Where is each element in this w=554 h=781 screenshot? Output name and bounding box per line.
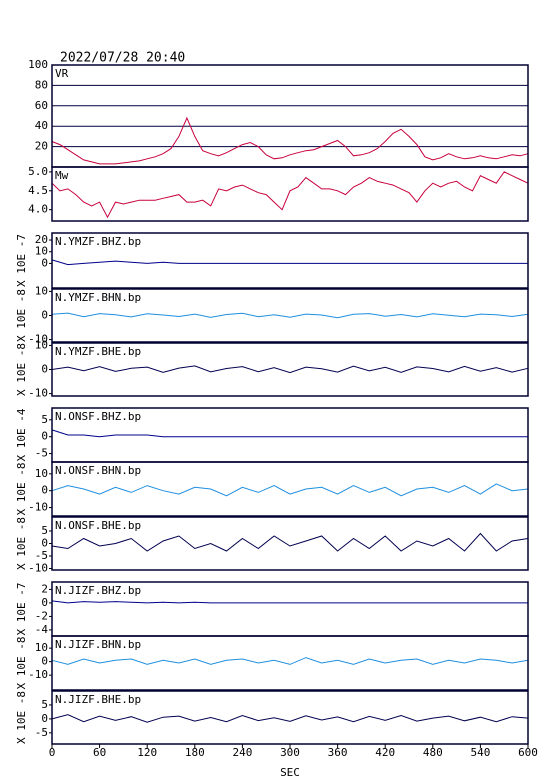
- y-tick-label: 60: [35, 99, 48, 112]
- y-tick-label: -10: [28, 562, 48, 575]
- y-tick-label: -10: [28, 387, 48, 400]
- data-line: [51, 483, 529, 497]
- panel-label: VR: [55, 67, 69, 80]
- y-tick-label: 0: [41, 712, 48, 725]
- y-tick-label: 0: [41, 363, 48, 376]
- y-axis-label: X 10E -7: [15, 234, 28, 287]
- y-axis-label: X 10E -8: [15, 289, 28, 342]
- data-line: [51, 171, 529, 219]
- y-axis-label: X 10E -8: [15, 637, 28, 690]
- x-tick-label: 60: [93, 746, 106, 759]
- panel-frame: [51, 516, 529, 571]
- panel-frame: [51, 166, 529, 222]
- data-line: [51, 714, 529, 723]
- panel-label: N.YMZF.BHZ.bp: [55, 235, 141, 248]
- y-tick-label: 0: [41, 655, 48, 668]
- x-tick-label: 180: [185, 746, 205, 759]
- y-tick-label: 40: [35, 119, 48, 132]
- y-tick-label: 10: [35, 467, 48, 480]
- data-line: [51, 116, 529, 165]
- data-line: [51, 429, 528, 438]
- panel-label: N.ONSF.BHE.bp: [55, 519, 141, 532]
- panel-frame: [51, 288, 529, 343]
- y-tick-label: 5: [41, 413, 48, 426]
- y-axis-label: X 10E -7: [15, 583, 28, 636]
- y-axis-label: X 10E -8: [15, 691, 28, 744]
- panel-label: N.ONSF.BHZ.bp: [55, 410, 141, 423]
- x-tick-label: 600: [518, 746, 538, 759]
- panel-label: N.YMZF.BHN.bp: [55, 291, 141, 304]
- y-tick-label: 4.0: [28, 203, 48, 216]
- y-tick-label: 0: [41, 430, 48, 443]
- y-tick-label: -4: [35, 623, 49, 636]
- panel-frame: [51, 342, 529, 397]
- x-tick-label: 480: [423, 746, 443, 759]
- y-tick-label: 0: [41, 256, 48, 269]
- panel-label: N.ONSF.BHN.bp: [55, 464, 141, 477]
- x-tick-label: 540: [470, 746, 490, 759]
- y-tick-label: 0: [41, 309, 48, 322]
- y-tick-label: -10: [28, 333, 48, 346]
- y-tick-label: 80: [35, 78, 48, 91]
- y-tick-label: 10: [35, 284, 48, 297]
- y-tick-label: 10: [35, 641, 48, 654]
- y-tick-label: 0: [41, 484, 48, 497]
- y-tick-label: -5: [35, 726, 48, 739]
- y-tick-label: 0: [41, 596, 48, 609]
- panel-frame: [51, 232, 529, 289]
- y-axis-label: X 10E -8: [15, 343, 28, 396]
- panel-label: N.JIZF.BHN.bp: [55, 638, 141, 651]
- y-tick-label: 10: [35, 245, 48, 258]
- panel-frame: [51, 64, 529, 168]
- data-line: [51, 365, 529, 374]
- y-tick-label: 10: [35, 338, 48, 351]
- panel-frame: [51, 461, 529, 517]
- y-tick-label: -5: [35, 447, 48, 460]
- data-line: [51, 532, 529, 552]
- y-axis-label: X 10E -8: [15, 517, 28, 570]
- panel-label: Mw: [55, 169, 69, 182]
- y-tick-label: 20: [35, 140, 48, 153]
- panel-label: N.YMZF.BHE.bp: [55, 345, 141, 358]
- y-tick-label: 5: [41, 698, 48, 711]
- data-line: [51, 312, 529, 319]
- x-axis-label: SEC: [280, 766, 300, 779]
- x-tick-label: 0: [49, 746, 56, 759]
- data-line: [51, 600, 528, 604]
- y-tick-label: -2: [35, 609, 48, 622]
- y-tick-label: 5.0: [28, 165, 48, 178]
- chart-title: 2022/07/28 20:40: [60, 51, 185, 66]
- panel-label: N.JIZF.BHE.bp: [55, 693, 141, 706]
- panel-label: N.JIZF.BHZ.bp: [55, 584, 141, 597]
- data-line: [51, 259, 528, 266]
- y-tick-label: -10: [28, 501, 48, 514]
- x-tick-label: 360: [328, 746, 348, 759]
- y-tick-label: 0: [41, 537, 48, 550]
- x-tick-label: 120: [137, 746, 157, 759]
- y-axis-label: X 10E -4: [15, 408, 28, 461]
- panel-frame: [51, 635, 529, 691]
- x-tick-label: 240: [232, 746, 252, 759]
- y-tick-label: 5: [41, 524, 48, 537]
- y-tick-label: -10: [28, 668, 48, 681]
- y-tick-label: 4.5: [28, 184, 48, 197]
- y-tick-label: -5: [35, 549, 48, 562]
- y-axis-label: X 10E -8: [15, 463, 28, 516]
- data-line: [51, 657, 529, 665]
- y-tick-label: 2: [41, 582, 48, 595]
- y-tick-label: 20: [35, 233, 48, 246]
- x-tick-label: 420: [375, 746, 395, 759]
- y-tick-label: 100: [28, 58, 48, 71]
- x-tick-label: 300: [280, 746, 300, 759]
